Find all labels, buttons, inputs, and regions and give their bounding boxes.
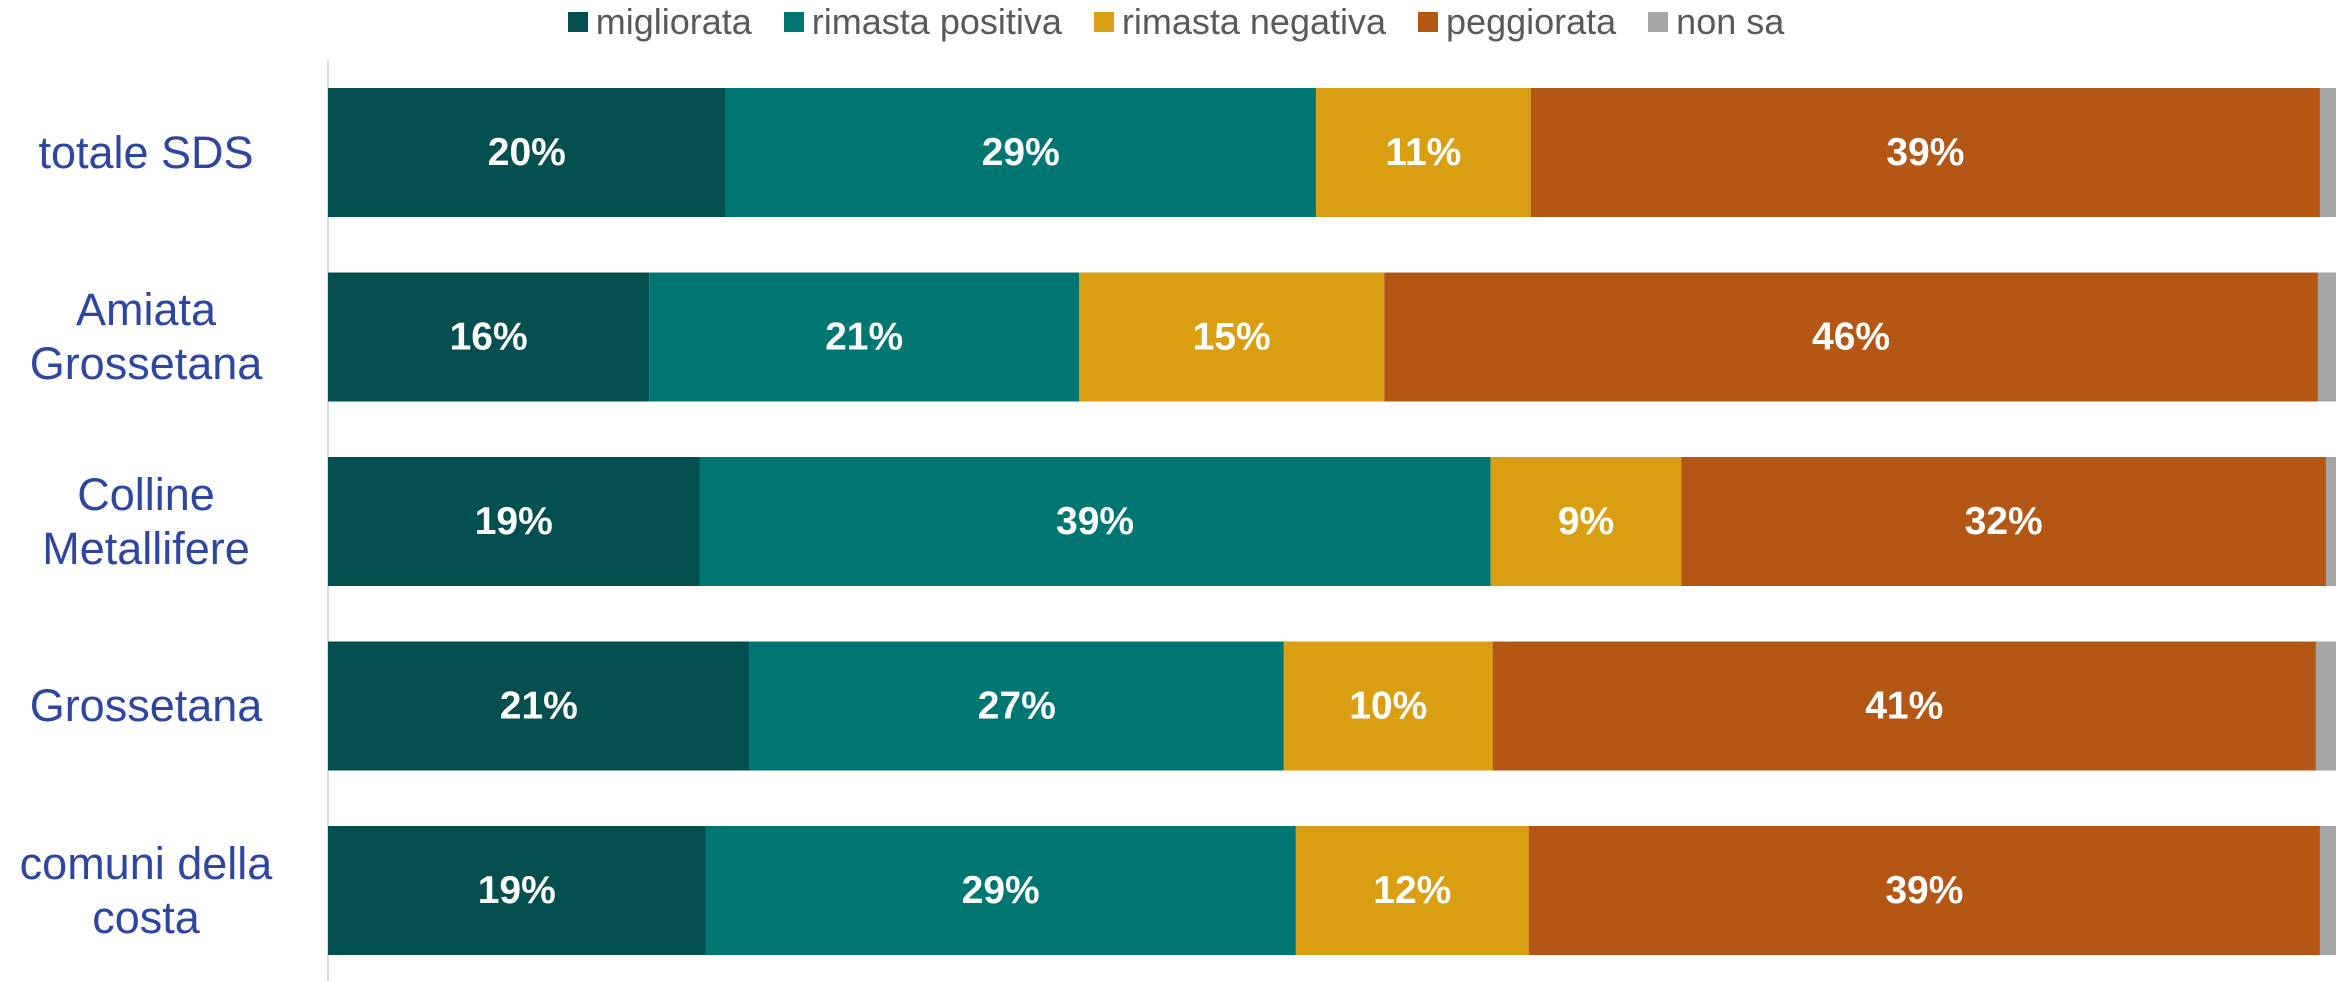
legend: migliorata rimasta positiva rimasta negati… [0, 0, 2352, 44]
value-label: 32% [1965, 500, 2043, 543]
bar-segment [699, 457, 1491, 586]
bar-segment [2325, 457, 2336, 586]
legend-label: rimasta negativa [1121, 1, 1387, 42]
bar-segment [328, 272, 650, 402]
value-label: 21% [500, 685, 578, 728]
bar-segment [1530, 88, 2320, 217]
bar-segment [2319, 88, 2336, 217]
bar-segment [1528, 826, 2320, 955]
value-label: 15% [1193, 316, 1271, 359]
value-label: 19% [478, 869, 556, 912]
bar-segment [328, 457, 700, 586]
bar-segment [328, 641, 750, 771]
value-label: 19% [475, 500, 553, 543]
value-label: 39% [1056, 500, 1134, 543]
value-label: 9% [1558, 500, 1614, 543]
value-label: 10% [1349, 685, 1427, 728]
legend-item: rimasta positiva [783, 1, 1062, 43]
bar-segment [749, 641, 1284, 771]
value-label: 11% [1385, 131, 1461, 174]
legend-swatch [783, 12, 804, 32]
bar-segment [1315, 88, 1531, 217]
bar-segment [1681, 457, 2326, 586]
category-label: Grossetana [29, 680, 263, 731]
category-label: Amiata Grossetana [29, 284, 263, 389]
legend-label: migliorata [595, 1, 752, 42]
legend-label: non sa [1676, 1, 1785, 42]
value-label: 46% [1812, 316, 1890, 359]
category-label: Colline Metallifere [42, 468, 250, 574]
bar-segment [328, 826, 706, 955]
bar-segment [1283, 641, 1493, 771]
legend-swatch [1093, 12, 1114, 32]
category-label: totale SDS [38, 126, 254, 178]
value-label: 39% [1886, 131, 1964, 174]
bar-segment [1295, 826, 1529, 955]
bar-segment [2317, 272, 2336, 402]
bar-segment [2315, 641, 2336, 771]
bar-segment [1384, 272, 2318, 402]
legend-swatch [567, 12, 588, 32]
bar-segment [649, 272, 1079, 402]
legend-swatch [1418, 12, 1439, 32]
value-label: 16% [450, 316, 528, 359]
legend-swatch [1648, 12, 1669, 32]
legend-item: peggiorata [1418, 1, 1616, 43]
category-label: comuni della costa [19, 837, 273, 943]
bar-segment [1492, 641, 2316, 771]
legend-item: migliorata [567, 1, 752, 43]
legend-item: rimasta negativa [1093, 1, 1387, 43]
legend-label: rimasta positiva [811, 1, 1062, 42]
bar-segment [1490, 457, 1682, 586]
value-label: 21% [825, 316, 903, 359]
value-label: 39% [1885, 869, 1963, 912]
bar-segment [1078, 272, 1385, 402]
bar-segment [328, 88, 726, 217]
value-label: 29% [982, 131, 1060, 174]
bar-segment [725, 88, 1316, 217]
value-label: 27% [978, 685, 1056, 728]
value-label: 41% [1865, 685, 1943, 728]
legend-item: non sa [1648, 1, 1784, 43]
bar-segment [2319, 826, 2336, 955]
bar-segment [705, 826, 1296, 955]
value-label: 29% [962, 869, 1040, 912]
legend-label: peggiorata [1446, 1, 1617, 42]
value-label: 20% [488, 131, 566, 174]
value-label: 12% [1373, 869, 1451, 912]
